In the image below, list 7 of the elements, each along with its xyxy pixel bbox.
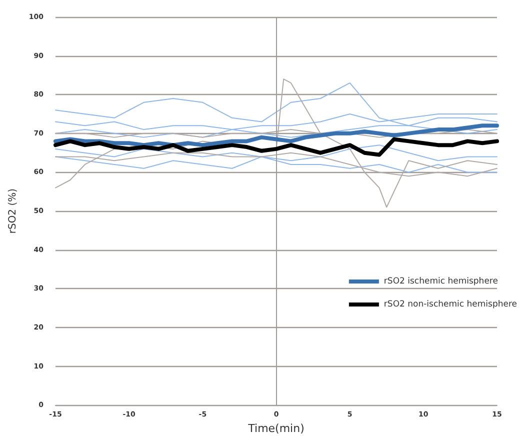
y-axis-title: rSO2 (%)	[8, 188, 18, 234]
line-series	[54, 124, 499, 148]
line-series	[54, 137, 499, 157]
x-axis-title: Time(min)	[247, 422, 304, 435]
line-series	[55, 82, 498, 134]
legend-label: rSO2 non-ischemic hemisphere	[384, 300, 518, 310]
legend-label: rSO2 ischemic hemisphere	[384, 276, 498, 286]
